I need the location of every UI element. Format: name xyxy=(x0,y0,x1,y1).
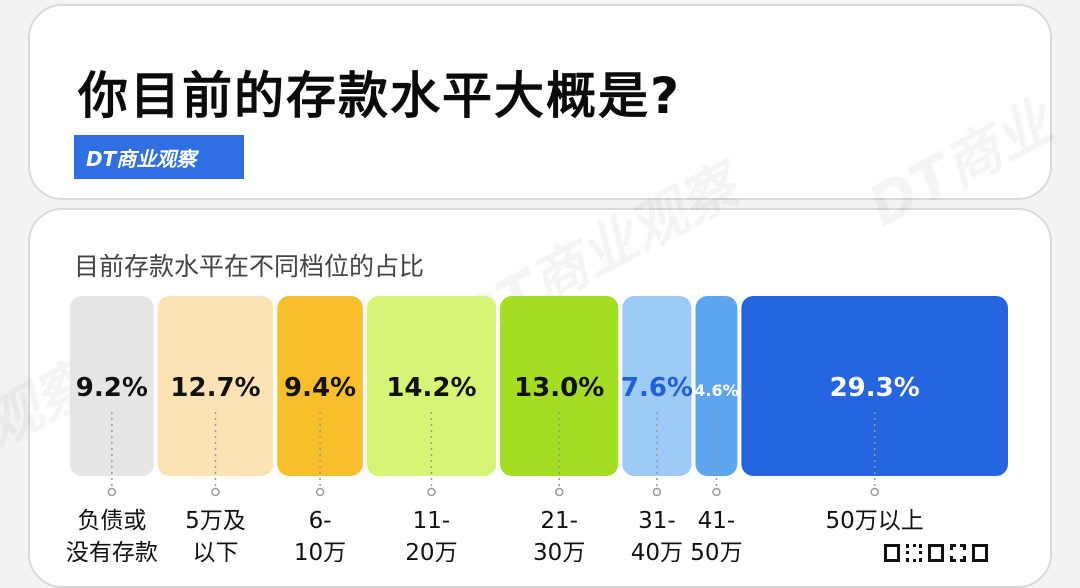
data-label-1: 12.7% xyxy=(170,373,260,403)
category-label-6: 41- xyxy=(698,508,736,534)
bar-4 xyxy=(500,296,619,476)
category-label-1: 5万及 xyxy=(185,508,246,534)
category-label-5: 40万 xyxy=(631,540,683,562)
category-label-7: 50万以上 xyxy=(826,508,924,534)
bar-6 xyxy=(695,296,738,476)
leader-dot-0 xyxy=(107,487,117,497)
category-label-3: 20万 xyxy=(405,540,457,562)
data-label-0: 9.2% xyxy=(76,373,148,403)
data-label-3: 14.2% xyxy=(386,373,476,403)
bar-2 xyxy=(277,296,363,476)
brand-logo: DT商业观察 xyxy=(74,135,244,179)
bar-3 xyxy=(366,296,497,476)
bar-1 xyxy=(157,296,274,476)
category-label-0: 负债或 xyxy=(77,508,146,534)
category-label-1: 以下 xyxy=(193,540,239,562)
data-label-4: 13.0% xyxy=(514,373,604,403)
category-label-4: 21- xyxy=(540,508,578,534)
category-label-0: 没有存款 xyxy=(66,540,158,562)
category-label-6: 50万 xyxy=(690,540,742,562)
leader-dot-3 xyxy=(427,487,436,497)
leader-dot-5 xyxy=(652,487,662,497)
category-label-4: 30万 xyxy=(533,540,585,562)
page-title: 你目前的存款水平大概是? xyxy=(78,67,682,125)
qr-code-icon xyxy=(884,544,1014,568)
bar-0 xyxy=(70,296,154,476)
data-label-2: 9.4% xyxy=(284,373,356,403)
leader-dot-6 xyxy=(712,487,721,497)
chart-subtitle: 目前存款水平在不同档位的占比 xyxy=(74,252,425,281)
category-label-2: 10万 xyxy=(294,540,346,562)
data-label-6: 4.6% xyxy=(694,381,738,400)
leader-dot-4 xyxy=(554,487,564,497)
leader-dot-7 xyxy=(870,487,879,497)
category-label-2: 6- xyxy=(309,508,332,534)
bar-5 xyxy=(622,296,692,476)
leader-dot-2 xyxy=(315,487,325,497)
data-label-5: 7.6% xyxy=(621,373,693,403)
leader-dot-1 xyxy=(211,487,220,497)
category-label-5: 31- xyxy=(638,508,676,534)
bar-7 xyxy=(741,296,1008,476)
data-label-7: 29.3% xyxy=(830,373,920,403)
category-label-3: 11- xyxy=(413,508,451,534)
